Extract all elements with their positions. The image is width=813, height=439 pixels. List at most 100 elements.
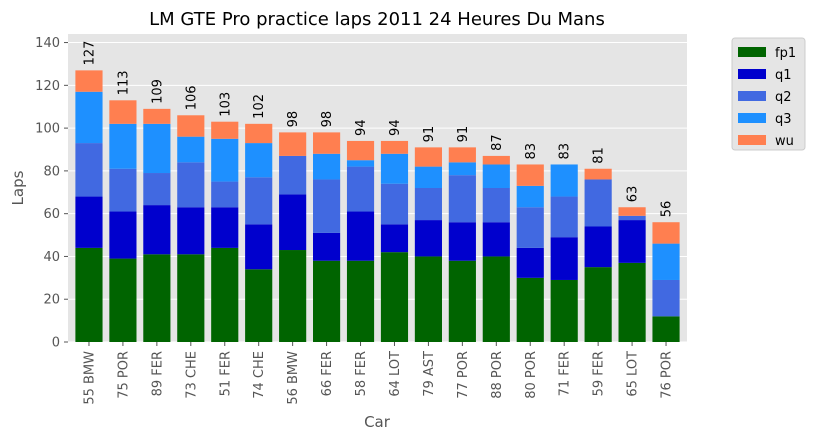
bar-segment-fp1 xyxy=(414,256,442,342)
legend-swatch xyxy=(738,69,766,79)
total-label: 113 xyxy=(116,70,131,95)
legend: fp1 q1 q2 q3 wu xyxy=(731,37,806,151)
bar-segment-q3 xyxy=(177,136,205,163)
chart-title: LM GTE Pro practice laps 2011 24 Heures … xyxy=(149,9,605,30)
x-tick-label: 75 POR xyxy=(116,351,131,399)
bar-segment-wu xyxy=(584,168,612,180)
bar-segment-q2 xyxy=(380,183,409,225)
bar-segment-wu xyxy=(414,147,442,167)
bar-segment-fp1 xyxy=(143,254,171,342)
bar-segment-q2 xyxy=(177,162,205,208)
bar-segment-wu xyxy=(652,222,680,244)
bar-segment-q1 xyxy=(313,232,341,261)
bar-segment-q3 xyxy=(75,91,103,144)
y-tick-label: 100 xyxy=(35,122,60,137)
bar-segment-q2 xyxy=(245,177,273,225)
y-tick-label: 40 xyxy=(43,250,60,265)
x-tick-label: 55 BMW xyxy=(82,351,97,405)
bar-segment-q3 xyxy=(482,164,510,188)
bar-segment-q3 xyxy=(211,138,239,182)
bar-segment-q3 xyxy=(346,160,375,167)
bar-segment-fp1 xyxy=(279,250,307,342)
bar-segment-fp1 xyxy=(75,247,103,342)
y-axis: 0 20 40 60 80 100 120 140 xyxy=(35,36,68,351)
x-axis-title: Car xyxy=(364,413,391,431)
bar-segment-q2 xyxy=(75,143,103,197)
total-label: 98 xyxy=(286,111,301,128)
bar-segment-q1 xyxy=(279,194,307,251)
bar-segment-fp1 xyxy=(109,258,137,342)
total-label: 103 xyxy=(218,92,233,117)
bar-segment-fp1 xyxy=(346,260,375,342)
total-labels: 127 113 109 106 103 102 98 98 94 94 91 91 87 83 83 81 63… xyxy=(82,41,674,218)
bar-segment-wu xyxy=(75,70,103,92)
x-tick-label: 80 POR xyxy=(524,351,539,399)
bar-segment-q1 xyxy=(211,207,239,248)
bar-segment-q1 xyxy=(346,211,375,261)
bar-segment-fp1 xyxy=(211,247,239,342)
total-label: 127 xyxy=(82,41,97,66)
bar-segment-fp1 xyxy=(652,316,680,342)
bar-segment-wu xyxy=(143,108,171,124)
total-label: 81 xyxy=(592,147,607,164)
legend-label: q2 xyxy=(775,90,792,105)
legend-label: wu xyxy=(775,134,794,149)
x-tick-label: 88 POR xyxy=(490,351,505,399)
bar-segment-q1 xyxy=(584,226,612,268)
total-label: 63 xyxy=(626,186,641,203)
bar-segment-q2 xyxy=(618,215,646,221)
bar-segment-q1 xyxy=(143,205,171,255)
bar-segment-q3 xyxy=(245,143,273,178)
legend-swatch xyxy=(738,135,766,145)
bar-segment-q1 xyxy=(414,220,442,257)
total-label: 91 xyxy=(422,126,437,143)
bar-segment-q3 xyxy=(313,153,341,180)
total-label: 56 xyxy=(660,201,675,218)
x-tick-label: 56 BMW xyxy=(286,351,301,405)
total-label: 94 xyxy=(354,119,369,136)
bar-segment-wu xyxy=(448,147,476,163)
legend-swatch xyxy=(738,91,766,101)
total-label: 109 xyxy=(150,79,165,104)
x-tick-label: 71 FER xyxy=(558,351,573,396)
bar-segment-wu xyxy=(516,164,544,186)
legend-label: fp1 xyxy=(775,46,796,61)
bar-segment-wu xyxy=(618,207,646,216)
bar-segment-wu xyxy=(109,100,137,124)
bar-segment-fp1 xyxy=(313,260,341,342)
bar-segment-q1 xyxy=(618,220,646,263)
total-label: 94 xyxy=(388,119,403,136)
bar-segment-q1 xyxy=(482,222,510,257)
y-tick-label: 140 xyxy=(35,36,60,51)
total-label: 87 xyxy=(490,134,505,151)
bar-segment-q1 xyxy=(380,224,409,253)
bar-segment-fp1 xyxy=(618,262,646,342)
bar-segment-wu xyxy=(245,123,273,144)
bar-segment-q2 xyxy=(448,175,476,223)
bar-segment-q1 xyxy=(516,247,544,278)
x-tick-label: 66 FER xyxy=(320,351,335,396)
bar-segment-q3 xyxy=(550,164,578,197)
bar-segment-q2 xyxy=(516,207,544,248)
bar-segment-q1 xyxy=(75,196,103,248)
bar-segment-q3 xyxy=(143,123,171,174)
bar-segment-fp1 xyxy=(516,277,544,342)
bar-segment-q2 xyxy=(279,155,307,195)
bar-segment-q2 xyxy=(482,188,510,223)
legend-swatch xyxy=(738,47,766,57)
legend-swatch xyxy=(738,113,766,123)
bar-segment-fp1 xyxy=(550,279,578,342)
x-tick-label: 58 FER xyxy=(354,351,369,396)
legend-label: q3 xyxy=(775,112,792,127)
bars xyxy=(75,70,680,342)
bar-segment-fp1 xyxy=(448,260,476,342)
grid xyxy=(68,42,687,343)
bar-segment-q1 xyxy=(177,207,205,255)
y-tick-label: 20 xyxy=(43,293,60,308)
total-label: 83 xyxy=(524,143,539,160)
x-tick-label: 76 POR xyxy=(660,351,675,399)
x-tick-label: 73 CHE xyxy=(184,351,199,399)
bar-segment-wu xyxy=(211,121,239,139)
bar-segment-q3 xyxy=(380,153,409,184)
bar-segment-q2 xyxy=(346,166,375,212)
